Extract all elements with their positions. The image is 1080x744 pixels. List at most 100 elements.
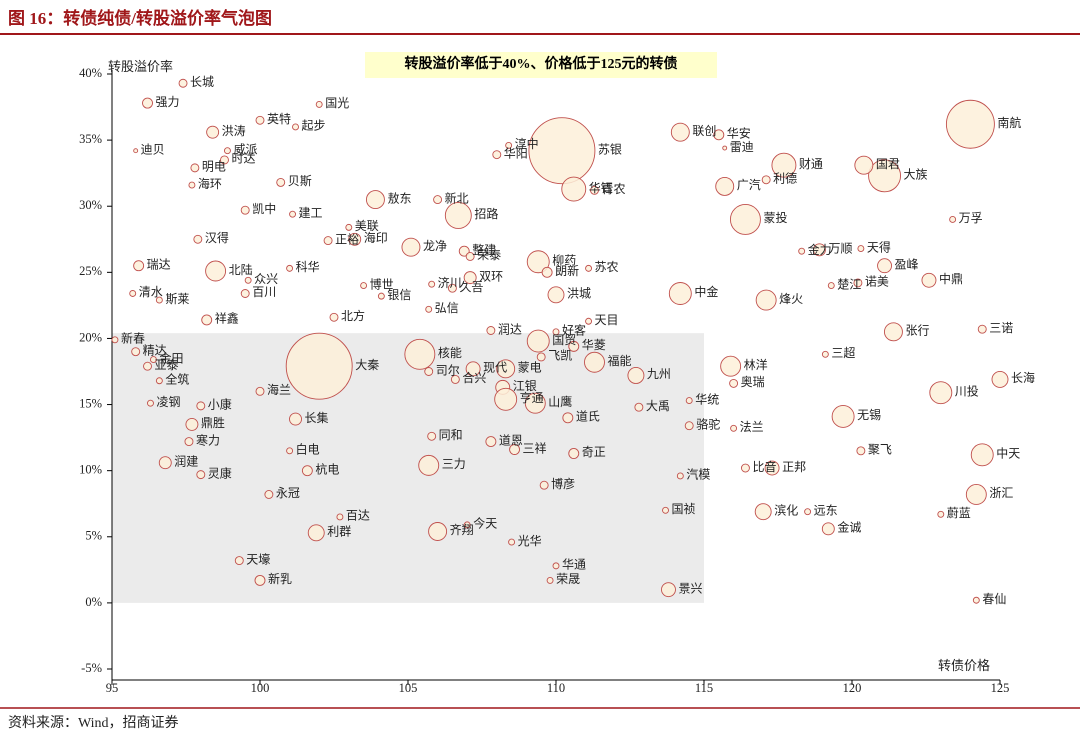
bubble-label: 济川 — [438, 275, 462, 290]
bubble — [323, 236, 333, 246]
bubble-label: 今天 — [473, 516, 497, 531]
bubble-label: 百达 — [346, 509, 370, 523]
bubble — [585, 317, 593, 325]
bubble — [133, 260, 145, 272]
bubble-label: 正邦 — [782, 460, 806, 474]
x-tick-label: 110 — [547, 681, 565, 695]
bubble-label: 万孚 — [959, 211, 983, 225]
bubble-label: 华统 — [695, 392, 719, 406]
bubble-label: 核能 — [438, 346, 462, 360]
bubble — [465, 252, 475, 261]
source: 资料来源：Wind，招商证券 — [8, 715, 179, 731]
bubble-label: 长集 — [305, 410, 329, 425]
bubble — [526, 250, 550, 274]
bubble-label: 大秦 — [355, 358, 379, 372]
bubble-label: 光华 — [518, 534, 542, 548]
bubble — [929, 381, 953, 405]
bubble — [508, 538, 516, 546]
bubble-label: 三祥 — [523, 441, 547, 455]
bubble-label: 金诚 — [837, 520, 861, 535]
bubble — [276, 177, 286, 187]
bubble-label: 蔚蓝 — [947, 506, 971, 520]
y-tick-label: 0% — [85, 595, 102, 609]
bubble-label: 凯中 — [252, 201, 276, 216]
bubble-label: 苏银 — [598, 142, 622, 156]
x-tick-label: 115 — [695, 681, 713, 695]
bubble-label: 新乳 — [268, 571, 292, 586]
bubble — [568, 340, 580, 352]
bubble-label: 清水 — [139, 285, 163, 299]
bubble — [524, 392, 546, 414]
bubble — [201, 314, 213, 326]
bubble — [133, 148, 139, 154]
bubble — [561, 176, 587, 202]
bubble — [286, 264, 294, 272]
bubble-label: 百川 — [252, 285, 276, 299]
bubble — [509, 444, 521, 455]
bubble — [220, 155, 229, 165]
bubble — [463, 271, 477, 285]
x-tick-label: 100 — [251, 681, 270, 695]
bubble — [883, 322, 903, 342]
bubble — [465, 361, 481, 377]
bubble-label: 金力 — [808, 242, 832, 257]
bubble-label: 烽火 — [779, 292, 803, 306]
bubble — [764, 460, 780, 476]
bubble — [264, 490, 274, 499]
bubble-label: 北陆 — [229, 262, 253, 277]
bubble-label: 南航 — [997, 115, 1021, 130]
bubble-label: 亚泰 — [155, 358, 179, 372]
bubble-label: 朗新 — [555, 263, 579, 278]
bubble-label: 招路 — [474, 206, 498, 221]
bubble-label: 中金 — [694, 284, 718, 299]
bubble — [730, 424, 738, 432]
bubble — [255, 115, 265, 125]
annotation: 转股溢价率低于40%、价格低于125元的转债 — [405, 55, 678, 72]
bubble-label: 联创 — [692, 124, 716, 138]
bubble — [541, 266, 553, 278]
bubble-label: 诺美 — [865, 275, 889, 289]
bubble-label: 青农 — [601, 182, 625, 196]
chart-title: 图 16：转债纯债/转股溢价率气泡图 — [8, 8, 272, 28]
bubble-label: 三超 — [831, 345, 855, 360]
bubble-label: 奥瑞 — [741, 375, 765, 389]
bubble — [184, 437, 194, 447]
bubble — [945, 99, 995, 149]
bubble-label: 博世 — [370, 276, 394, 291]
bubble-label: 新春 — [121, 331, 145, 346]
bubble-label: 汽模 — [686, 467, 710, 482]
bubble-label: 利群 — [327, 525, 351, 539]
bubble — [244, 276, 252, 284]
bubble-label: 现代 — [483, 361, 507, 375]
x-tick-label: 95 — [106, 681, 119, 695]
bubble-label: 聚飞 — [868, 443, 892, 457]
bubble — [821, 350, 829, 358]
bubble-label: 小康 — [208, 397, 232, 412]
bubble — [685, 397, 693, 405]
bubble-label: 亨通 — [520, 390, 544, 405]
bubble-label: 盈峰 — [895, 257, 919, 271]
bubble-label: 迪贝 — [141, 142, 165, 156]
bubble-label: 蒙投 — [763, 210, 787, 225]
bubble — [661, 582, 676, 598]
bubble-label: 道氏 — [576, 410, 600, 424]
bubble — [129, 290, 137, 297]
bubble — [289, 210, 297, 218]
bubble-label: 贝斯 — [288, 174, 312, 188]
bubble-label: 国君 — [876, 157, 900, 171]
bubble — [494, 387, 518, 411]
bubble-label: 财通 — [799, 157, 823, 171]
y-tick-label: 30% — [79, 198, 102, 212]
bubble-label: 大族 — [904, 168, 928, 182]
bubble-label: 同和 — [439, 428, 463, 442]
bubble — [444, 202, 472, 229]
bubble — [720, 355, 742, 377]
bubble-label: 淳中 — [515, 136, 539, 151]
bubble — [715, 176, 735, 196]
bubble — [740, 463, 750, 473]
bubble — [143, 361, 152, 371]
bubble — [562, 412, 574, 424]
bubble — [427, 431, 437, 441]
bubble — [131, 347, 141, 357]
bubble — [301, 465, 313, 477]
